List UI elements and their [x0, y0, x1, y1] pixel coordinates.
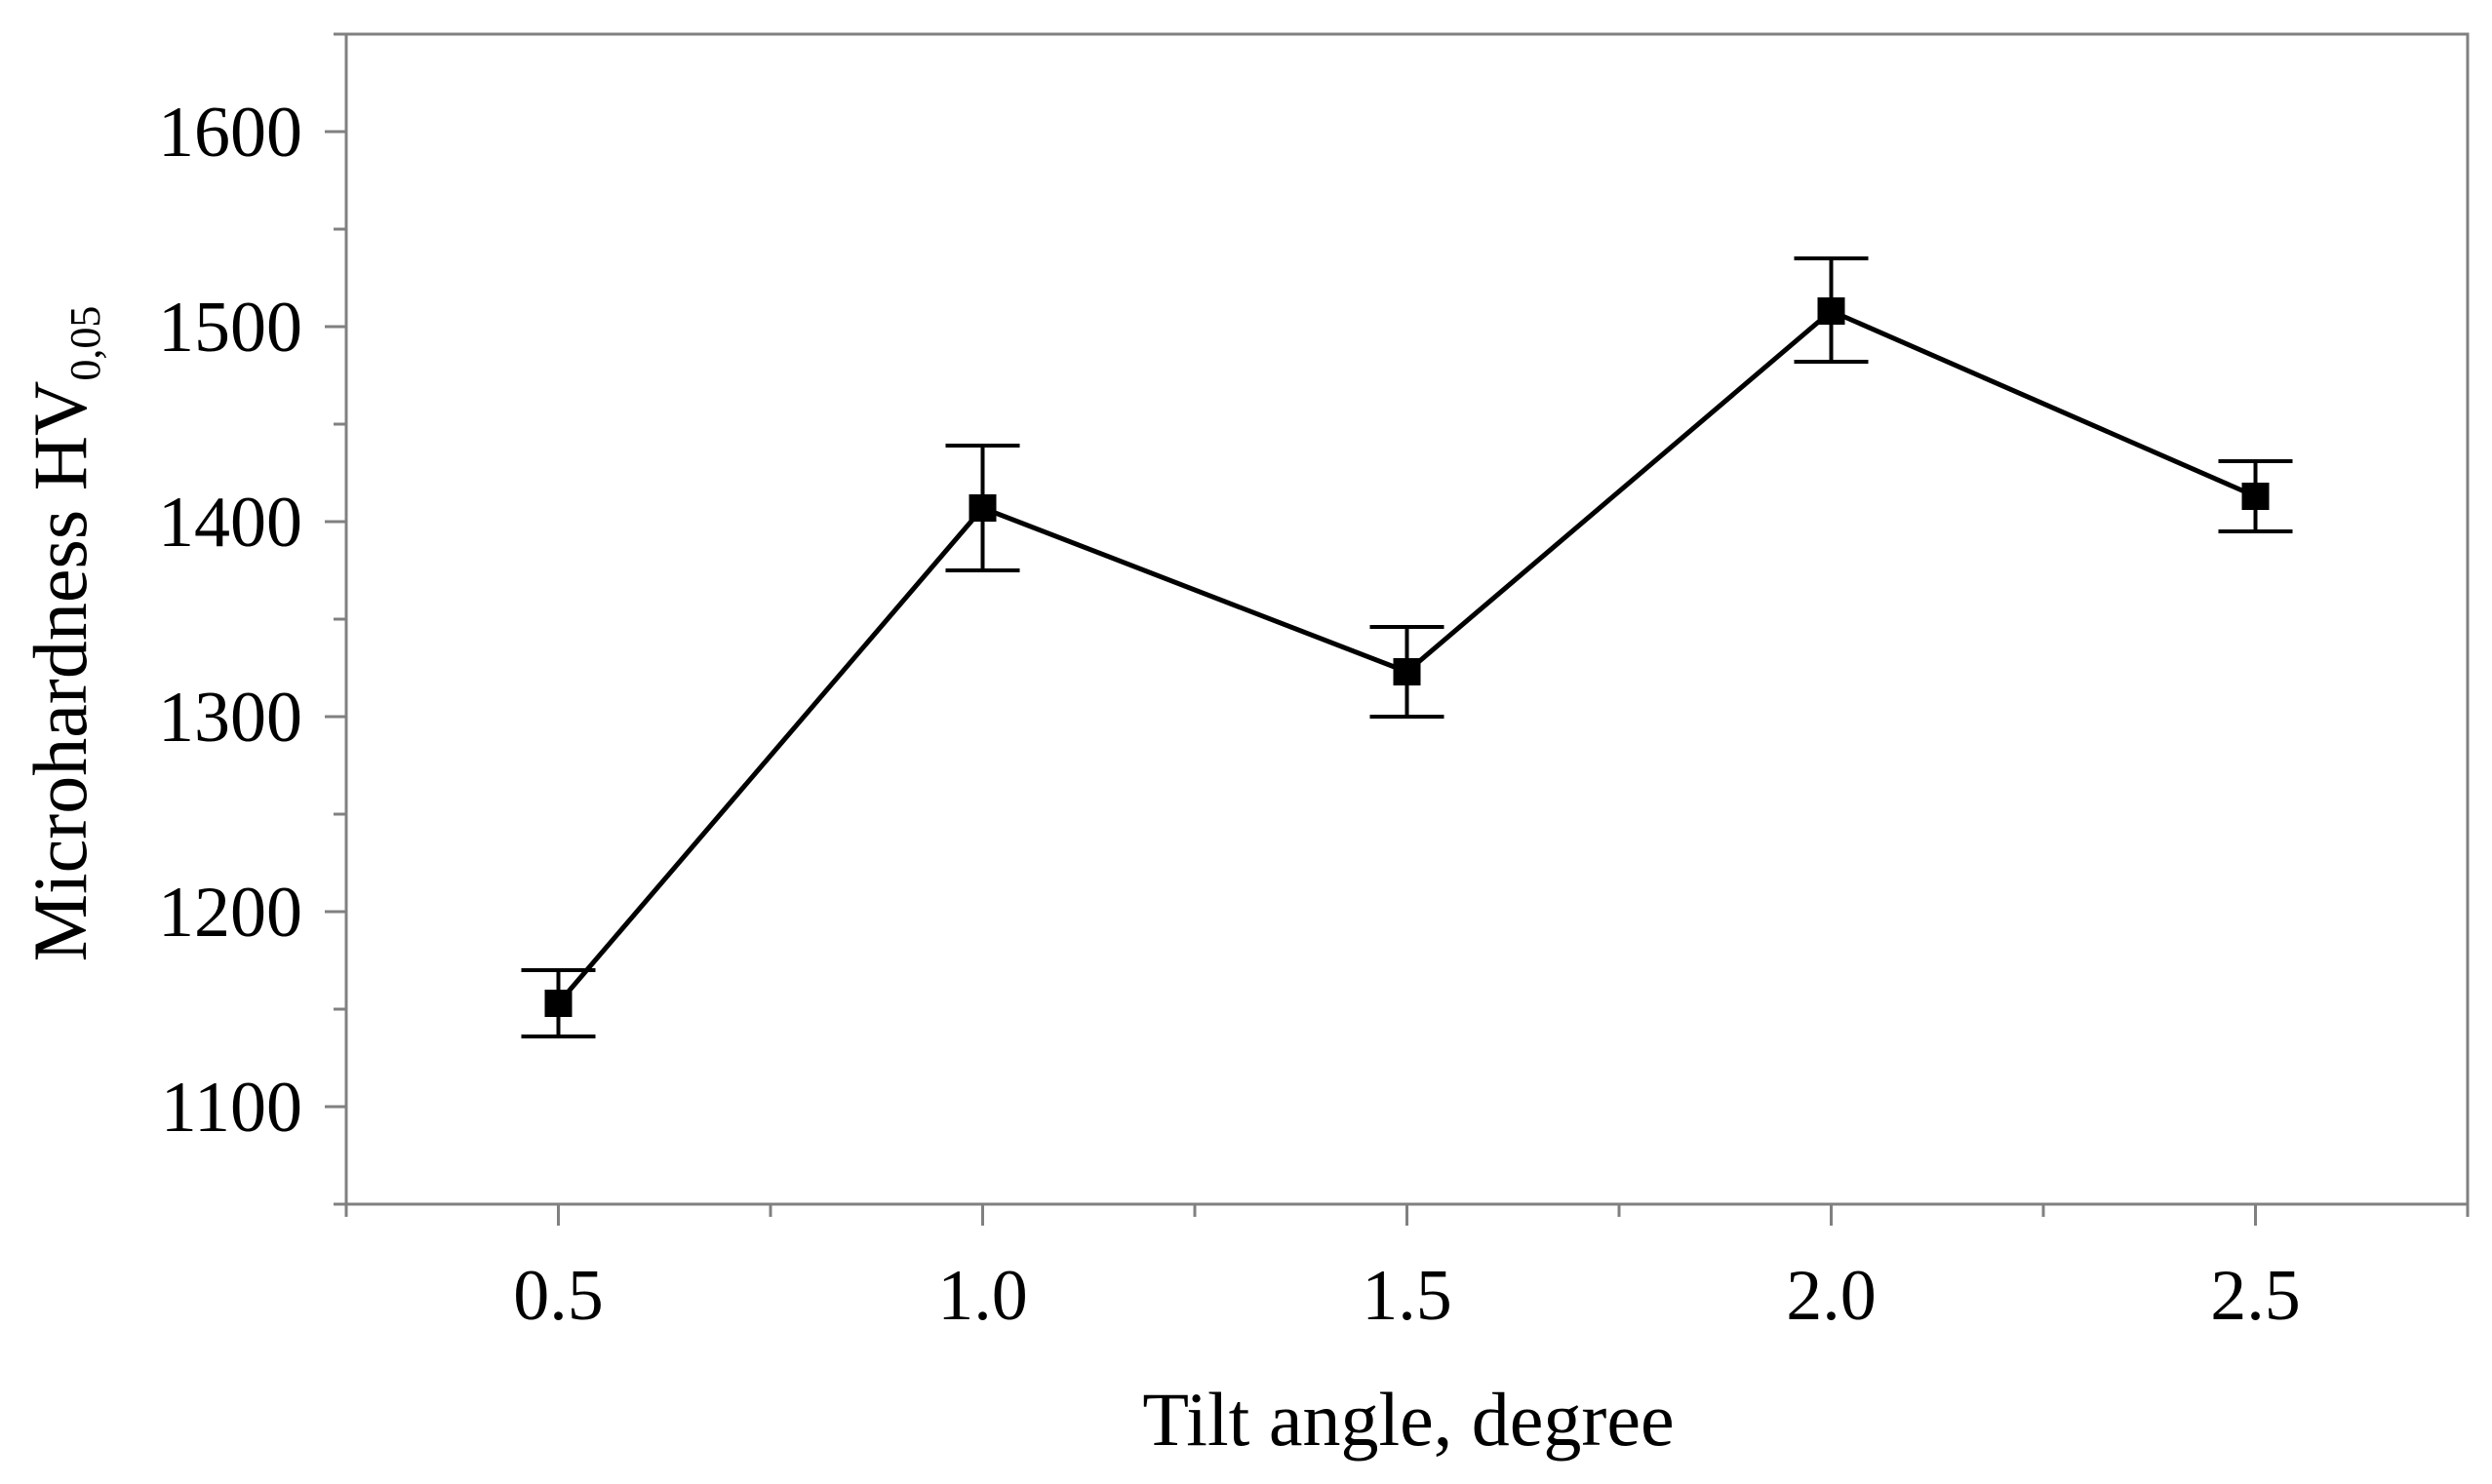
- y-tick-label: 1400: [158, 483, 302, 563]
- plot-frame: [344, 32, 2470, 1206]
- series-microhardness: [521, 256, 2293, 1038]
- y-axis-title: Microhardness HV0,05: [18, 306, 109, 962]
- y-tick-label: 1300: [158, 678, 302, 758]
- data-point-marker: [2241, 483, 2270, 510]
- plot-area-border: [344, 32, 2470, 1206]
- x-tick-label: 1.0: [937, 1256, 1028, 1336]
- y-tick-label: 1100: [161, 1068, 302, 1148]
- x-tick-label: 2.0: [1786, 1256, 1877, 1336]
- x-tick-label: 0.5: [513, 1256, 604, 1336]
- y-tick-label: 1600: [158, 93, 302, 173]
- y-tick-label: 1500: [158, 288, 302, 368]
- data-point-marker: [1393, 658, 1421, 685]
- x-axis-title: Tilt angle, degree: [1142, 1377, 1674, 1462]
- y-axis-title-subscript: 0,05: [61, 306, 109, 381]
- x-tick-label: 2.5: [2210, 1256, 2301, 1336]
- x-tick-labels: 0.5 1.0 1.5 2.0 2.5: [513, 1256, 2301, 1336]
- x-tick-label: 1.5: [1362, 1256, 1452, 1336]
- y-axis-title-main: Microhardness HV: [18, 381, 102, 962]
- y-tick-labels: 1100 1200 1300 1400 1500 1600: [158, 93, 302, 1148]
- data-point-marker: [969, 494, 997, 522]
- axis-ticks: [325, 32, 2470, 1226]
- data-point-marker: [544, 990, 573, 1017]
- y-tick-label: 1200: [158, 873, 302, 953]
- data-point-marker: [1817, 297, 1845, 325]
